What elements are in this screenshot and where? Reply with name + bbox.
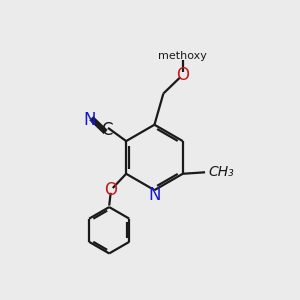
Text: O: O (104, 181, 117, 199)
Text: O: O (176, 66, 189, 84)
Text: N: N (84, 111, 96, 129)
Text: C: C (101, 121, 112, 139)
Text: CH₃: CH₃ (208, 165, 234, 179)
Text: N: N (148, 186, 161, 204)
Text: methoxy: methoxy (158, 51, 207, 61)
